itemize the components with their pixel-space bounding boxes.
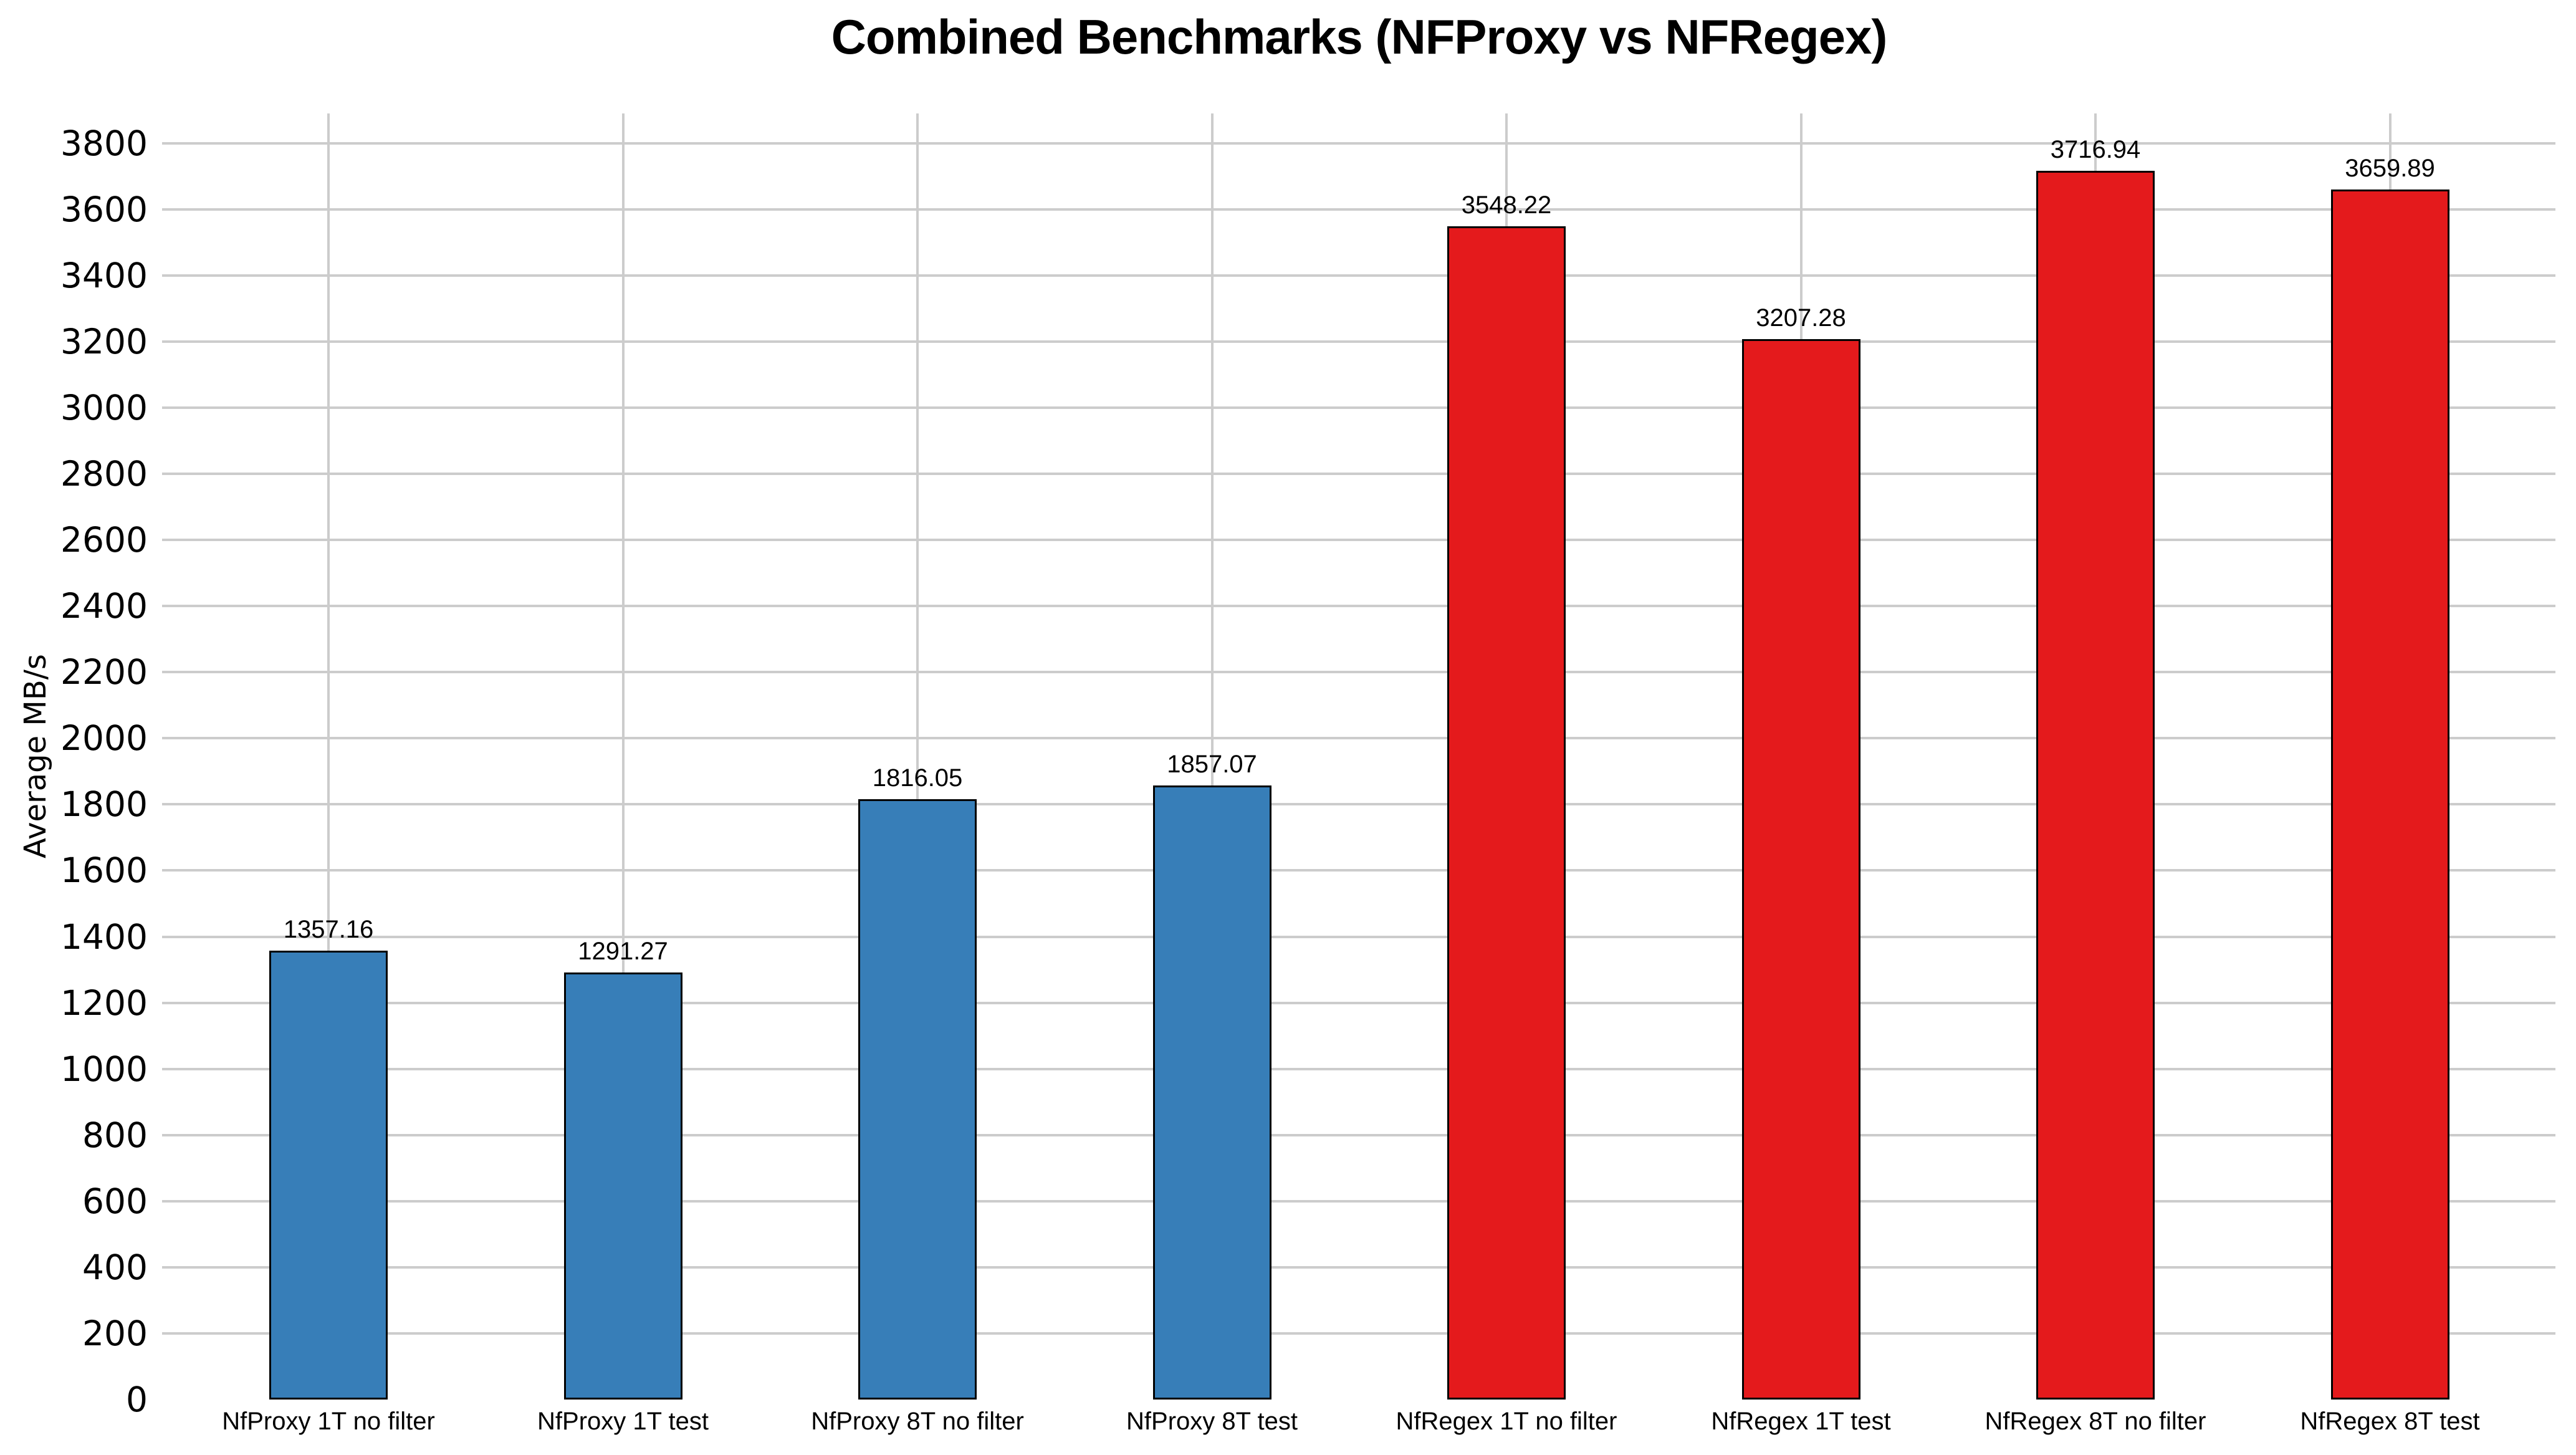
v-gridline: [621, 113, 625, 1400]
h-gridline: [162, 1199, 2555, 1203]
h-gridline: [162, 1133, 2555, 1136]
bar-value-label: 1816.05: [872, 764, 963, 792]
h-gridline: [162, 1001, 2555, 1004]
y-tick-label: 0: [126, 1380, 148, 1419]
y-tick-label: 3200: [60, 321, 148, 362]
x-tick-label: NfProxy 8T no filter: [811, 1408, 1024, 1435]
y-tick-label: 3800: [60, 123, 148, 163]
bar-value-label: 1857.07: [1167, 751, 1257, 779]
bar-value-label: 3207.28: [1756, 304, 1846, 332]
h-gridline: [162, 671, 2555, 674]
v-gridline: [916, 113, 919, 1400]
y-tick-label: 1000: [60, 1049, 148, 1089]
y-tick-label: 200: [82, 1313, 148, 1353]
y-tick-label: 400: [82, 1247, 148, 1287]
bar-value-label: 3659.89: [2345, 155, 2435, 183]
y-tick-label: 600: [82, 1181, 148, 1221]
y-tick-label: 1200: [60, 982, 148, 1023]
bar: [2330, 190, 2449, 1400]
x-tick-label: NfRegex 1T test: [1711, 1408, 1891, 1435]
bar: [563, 972, 682, 1400]
bar: [269, 951, 388, 1400]
x-tick-label: NfRegex 8T no filter: [1985, 1408, 2206, 1435]
h-gridline: [162, 803, 2555, 806]
bar: [1741, 339, 1860, 1400]
plot-area: 1357.16 1291.27 1816.05 1857.07 3548.22 3207.…: [162, 113, 2555, 1400]
y-tick-label: 3400: [60, 255, 148, 295]
x-tick-label: NfProxy 1T test: [537, 1408, 709, 1435]
h-gridline: [162, 473, 2555, 476]
y-tick-label: 1400: [60, 916, 148, 957]
h-gridline: [162, 142, 2555, 145]
y-tick-label: 2200: [60, 652, 148, 693]
y-tick-label: 2800: [60, 454, 148, 494]
y-tick-label: 2600: [60, 520, 148, 560]
h-gridline: [162, 274, 2555, 277]
h-gridline: [162, 1067, 2555, 1070]
h-gridline: [162, 935, 2555, 938]
bar: [1152, 785, 1271, 1400]
h-gridline: [162, 406, 2555, 409]
bar-value-label: 3548.22: [1461, 191, 1552, 219]
y-tick-label: 3000: [60, 387, 148, 428]
bar-value-label: 1357.16: [283, 916, 374, 944]
bar: [858, 799, 977, 1400]
y-tick-label: 3600: [60, 189, 148, 229]
y-tick-label: 1600: [60, 850, 148, 891]
h-gridline: [162, 869, 2555, 872]
bar-value-label: 3716.94: [2050, 135, 2141, 163]
y-tick-label: 2400: [60, 586, 148, 627]
y-tick-label: 2000: [60, 718, 148, 759]
h-gridline: [162, 605, 2555, 608]
h-gridline: [162, 1265, 2555, 1269]
h-gridline: [162, 1332, 2555, 1335]
x-tick-label: NfProxy 8T test: [1126, 1408, 1298, 1435]
y-tick-label: 1800: [60, 784, 148, 825]
bar: [2036, 170, 2155, 1400]
h-gridline: [162, 208, 2555, 211]
h-gridline: [162, 340, 2555, 343]
bar: [1447, 226, 1566, 1400]
x-tick-label: NfRegex 8T test: [2300, 1408, 2480, 1435]
h-gridline: [162, 539, 2555, 542]
chart-title: Combined Benchmarks (NFProxy vs NFRegex): [831, 9, 1888, 64]
x-tick-label: NfRegex 1T no filter: [1396, 1408, 1617, 1435]
x-tick-label: NfProxy 1T no filter: [222, 1408, 435, 1435]
bar-value-label: 1291.27: [578, 938, 668, 966]
v-gridline: [327, 113, 330, 1400]
v-gridline: [1210, 113, 1214, 1400]
y-tick-label: 800: [82, 1115, 148, 1155]
h-gridline: [162, 737, 2555, 740]
